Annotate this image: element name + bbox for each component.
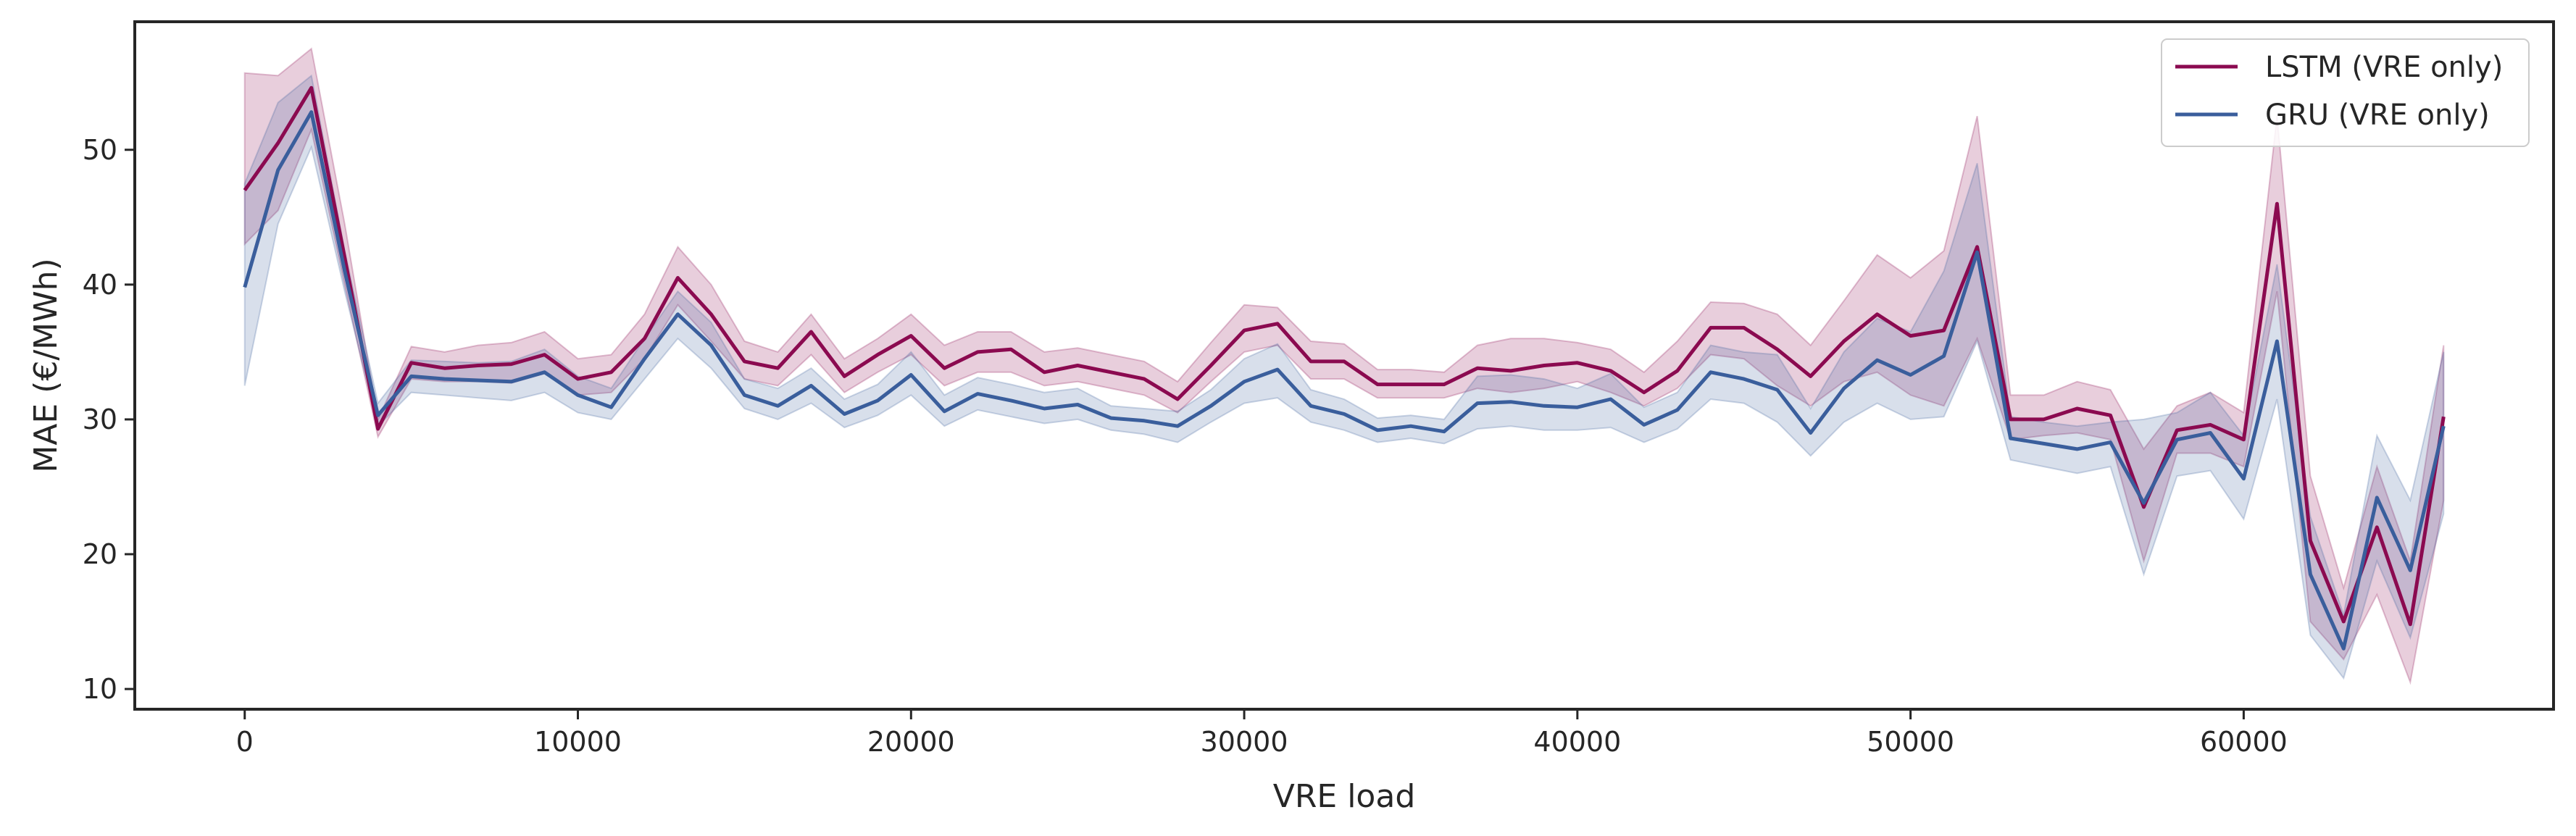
legend-box: [2161, 38, 2530, 147]
x-tick-label: 40000: [1533, 726, 1621, 758]
y-axis-ticks: 10 20 30 40 50: [83, 134, 135, 705]
y-tick-label: 30: [83, 404, 117, 435]
confidence-band-lstm: [243, 47, 2445, 685]
legend-label: LSTM (VRE only): [2265, 51, 2503, 84]
x-tick-label: 20000: [867, 726, 955, 758]
y-tick-label: 40: [83, 269, 117, 301]
x-tick-label: 30000: [1201, 726, 1288, 758]
legend: LSTM (VRE only) GRU (VRE only): [2161, 38, 2530, 147]
x-axis-ticks: 0 10000 20000 30000 40000 50000 60000: [236, 709, 2288, 758]
y-tick-label: 10: [83, 673, 117, 705]
x-tick-label: 0: [236, 726, 254, 758]
plot-frame: [133, 20, 2555, 711]
y-axis-label: MAE (€/MWh): [28, 258, 64, 472]
x-axis-label: VRE load: [1273, 778, 1416, 815]
series-lines: [243, 85, 2446, 651]
legend-label: GRU (VRE only): [2265, 99, 2490, 132]
series-line-lstm: [243, 85, 2446, 627]
x-tick-label: 10000: [534, 726, 622, 758]
x-tick-label: 50000: [1867, 726, 1954, 758]
x-tick-label: 60000: [2200, 726, 2288, 758]
series-line-gru: [243, 110, 2446, 651]
y-tick-label: 50: [83, 134, 117, 166]
y-tick-label: 20: [83, 538, 117, 570]
